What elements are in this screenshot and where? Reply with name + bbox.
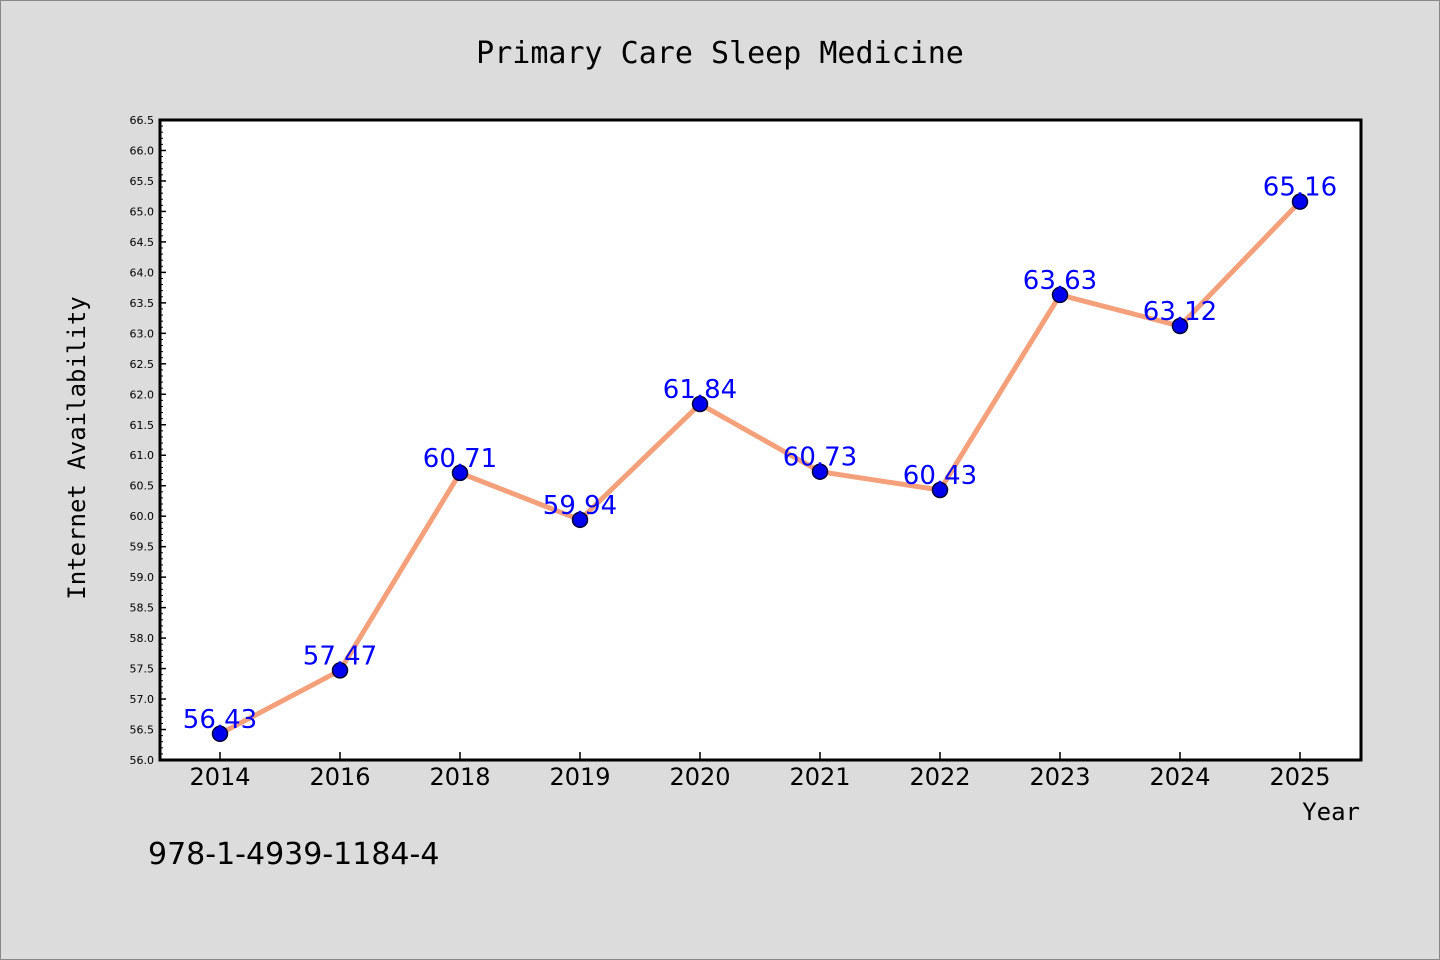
y-tick-label: 60.5: [130, 480, 155, 493]
y-tick-label: 56.0: [130, 754, 155, 767]
x-tick-label: 2023: [1029, 763, 1090, 791]
y-tick-label: 66.5: [130, 114, 155, 127]
data-point: [1051, 286, 1069, 304]
y-tick-label: 58.5: [130, 602, 155, 615]
y-tick-label: 59.5: [130, 541, 155, 554]
series-line: [218, 199, 1302, 737]
data-labels-group: 56.43 57.47 60.71 59.94 61.84 60.73 60.43 63.63…: [183, 173, 1337, 735]
data-label: 56.43: [183, 705, 257, 735]
data-point: [811, 463, 829, 480]
data-point: [691, 395, 709, 413]
y-tick-label: 57.5: [130, 663, 155, 676]
x-axis-label: Year: [1302, 798, 1360, 826]
y-tick-label: 62.0: [130, 388, 155, 401]
y-tick-label: 65.0: [130, 205, 155, 218]
data-point: [1171, 317, 1189, 335]
y-tick-label: 62.5: [130, 358, 155, 371]
x-tick-label: 2018: [429, 763, 490, 791]
x-tick-label: 2022: [909, 763, 970, 791]
y-tick-label: 59.0: [130, 571, 155, 584]
y-tick-label: 63.0: [130, 327, 155, 340]
x-axis-ticks: 2014 2016 2018 2019 2020 2021 2022 2023 2024 2025: [189, 752, 1331, 791]
data-label: 60.43: [903, 461, 977, 491]
data-point: [931, 481, 949, 499]
data-point: [331, 662, 349, 679]
data-label: 65.16: [1263, 173, 1337, 203]
y-tick-label: 63.5: [130, 297, 155, 310]
data-point: [571, 511, 589, 529]
data-label: 59.94: [543, 491, 617, 521]
y-tick-label: 61.0: [130, 449, 155, 462]
y-axis-ticks: 56.0 56.5 57.0 57.5 58.0 58.5 59.0 59.5 60.0 60.5…: [130, 114, 166, 767]
y-tick-label: 65.5: [130, 175, 155, 188]
data-label: 63.63: [1023, 266, 1097, 296]
chart-title: Primary Care Sleep Medicine: [476, 36, 964, 71]
data-point: [211, 725, 229, 743]
data-label: 57.47: [303, 641, 377, 671]
y-tick-label: 57.0: [130, 693, 155, 706]
data-point: [1291, 193, 1309, 210]
x-tick-label: 2019: [549, 763, 610, 791]
y-tick-label: 66.0: [130, 144, 155, 157]
y-tick-label: 58.0: [130, 632, 155, 645]
data-label: 61.84: [663, 375, 737, 405]
data-point: [451, 464, 469, 482]
isbn-text: 978-1-4939-1184-4: [148, 837, 439, 872]
x-tick-label: 2020: [669, 763, 730, 791]
x-tick-label: 2016: [309, 763, 370, 791]
x-tick-label: 2021: [789, 763, 850, 791]
y-axis-label: Internet Availability: [63, 296, 91, 599]
data-label: 60.71: [423, 444, 497, 474]
data-label: 63.12: [1143, 297, 1217, 327]
y-tick-label: 64.0: [130, 266, 155, 279]
x-tick-label: 2014: [189, 763, 250, 791]
data-label: 60.73: [783, 443, 857, 473]
series-group: [211, 193, 1309, 743]
x-tick-label: 2025: [1269, 763, 1330, 791]
y-tick-label: 64.5: [130, 236, 155, 249]
y-tick-label: 56.5: [130, 724, 155, 737]
x-tick-label: 2024: [1149, 763, 1210, 791]
y-tick-label: 60.0: [130, 510, 155, 523]
y-tick-label: 61.5: [130, 419, 155, 432]
